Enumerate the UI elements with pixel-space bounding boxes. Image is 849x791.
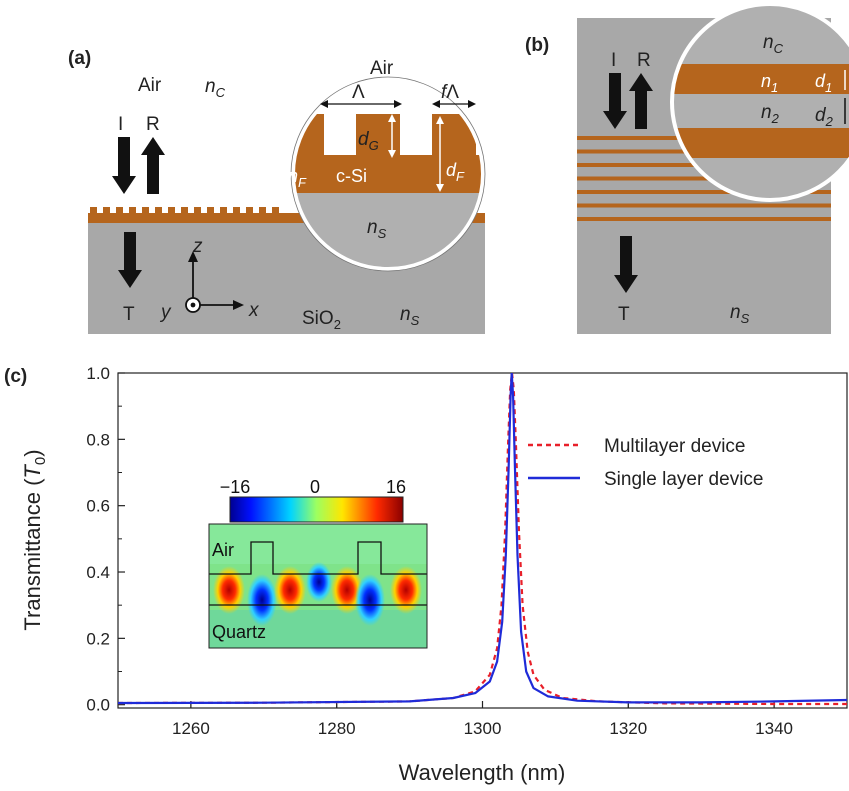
field-lobes xyxy=(213,562,422,626)
reflected-arrow-icon xyxy=(141,137,165,194)
grating-outline xyxy=(209,541,427,575)
grating-tooth xyxy=(220,207,227,214)
series-single-layer-line xyxy=(118,373,847,705)
colorbar-min-label: −16 xyxy=(220,477,251,497)
b-transmitted-label: T xyxy=(618,304,630,325)
stack-layer xyxy=(577,176,831,181)
panel-a: (a) Air nC I R T z y x SiO2 nS xyxy=(68,48,486,334)
film-material-label: c-Si xyxy=(336,166,367,186)
y-tick-label: 0.0 xyxy=(86,696,110,715)
y-tick-label: 0.8 xyxy=(86,430,110,449)
y-tick-label: 0.6 xyxy=(86,497,110,516)
transmitted-label: T xyxy=(123,304,135,325)
field-inset: −16 0 16 Air Quartz xyxy=(208,477,428,649)
coordinate-axes: z y x xyxy=(159,236,260,323)
df-label: dF xyxy=(446,160,465,184)
colorbar-mid-label: 0 xyxy=(310,477,320,497)
x-tick-label: 1260 xyxy=(172,719,210,738)
y-tick-label: 0.4 xyxy=(86,563,110,582)
grating-tooth xyxy=(259,207,266,214)
n1-label: n1 xyxy=(761,71,778,95)
zoom-air-label: Air xyxy=(370,58,394,79)
colorbar xyxy=(229,496,404,523)
panel-c: (c) 1260 1280 1300 1320 1340 0.0 0.2 0.4 0.6 0.8… xyxy=(4,364,848,785)
y-axis-label: y xyxy=(159,302,172,323)
legend-single-label: Single layer device xyxy=(604,469,763,490)
air-label: Air xyxy=(138,75,162,96)
x-tick-label: 1340 xyxy=(755,719,793,738)
x-axis-label: x xyxy=(248,300,260,321)
panel-b-label: (b) xyxy=(525,35,549,56)
x-tick-label: 1320 xyxy=(609,719,647,738)
x-tick-label: 1300 xyxy=(464,719,502,738)
y-axis-title: Transmittance (T0) xyxy=(20,449,49,630)
y-tick-label: 0.2 xyxy=(86,629,110,648)
stack-layer xyxy=(577,203,831,208)
stack-layer xyxy=(577,190,831,194)
zoom-circle-b: nC n1 n2 d1 d2 xyxy=(670,2,849,202)
n2-label: n2 xyxy=(761,102,780,126)
inset-quartz-label: Quartz xyxy=(212,622,266,642)
panel-b: (b) I R T nS nC n1 n2 d1 d2 xyxy=(525,2,849,334)
grating-tooth xyxy=(168,207,175,214)
grating-tooth xyxy=(194,207,201,214)
legend-multilayer-label: Multilayer device xyxy=(604,436,746,457)
period-arrow-right-icon xyxy=(394,100,402,108)
silicon-film xyxy=(88,213,485,223)
period-label: Λ xyxy=(352,82,365,103)
series-layer xyxy=(118,373,847,706)
b-incident-label: I xyxy=(611,50,616,71)
d1-label: d1 xyxy=(815,71,832,95)
period-arrow-left-icon xyxy=(320,100,328,108)
colorbar-max-label: 16 xyxy=(386,477,406,497)
incident-arrow-icon xyxy=(112,137,136,194)
b-transmitted-arrow-icon xyxy=(614,236,638,293)
panel-c-label: (c) xyxy=(4,366,27,387)
grating-tooth xyxy=(116,207,123,214)
zoom-nc-label: nC xyxy=(763,32,784,56)
dg-label: dG xyxy=(358,129,379,153)
grating-tooth xyxy=(90,207,97,214)
x-axis-title: Wavelength (nm) xyxy=(399,760,566,785)
b-reflected-label: R xyxy=(637,50,651,71)
fill-factor-label: fΛ xyxy=(441,82,459,103)
nc-label: nC xyxy=(205,76,226,100)
d2-label: d2 xyxy=(815,105,834,129)
b-ns-label: nS xyxy=(730,302,750,326)
series-multilayer-line xyxy=(118,373,847,706)
grating-tooth xyxy=(233,207,240,214)
panel-a-label: (a) xyxy=(68,48,91,69)
incident-label: I xyxy=(118,114,123,135)
b-incident-arrow-icon xyxy=(603,73,627,129)
grating-tooth xyxy=(272,207,279,214)
x-arrow-icon xyxy=(233,300,244,310)
grating-tooth xyxy=(246,207,253,214)
transmitted-arrow-icon xyxy=(118,232,142,288)
grating-tooth xyxy=(155,207,162,214)
grating-tooth xyxy=(103,207,110,214)
grating-tooth xyxy=(207,207,214,214)
substrate-label: SiO2 xyxy=(302,308,341,332)
legend: Multilayer device Single layer device xyxy=(528,436,763,490)
grating-tooth xyxy=(129,207,136,214)
nf-label: nF xyxy=(288,166,307,190)
z-arrow-icon xyxy=(188,251,198,262)
stack-layer xyxy=(577,217,831,221)
z-axis-label: z xyxy=(192,236,203,257)
x-axis-ticks: 1260 1280 1300 1320 1340 xyxy=(172,701,793,738)
ns-label: nS xyxy=(400,304,420,328)
grating-tooth xyxy=(181,207,188,214)
inset-air-label: Air xyxy=(212,540,234,560)
x-tick-label: 1280 xyxy=(318,719,356,738)
y-tick-label: 1.0 xyxy=(86,364,110,383)
reflected-label: R xyxy=(146,114,160,135)
grating-tooth xyxy=(142,207,149,214)
zoom-ns-label: nS xyxy=(367,217,387,241)
y-axis-ticks: 0.0 0.2 0.4 0.6 0.8 1.0 xyxy=(86,364,125,715)
grating-teeth xyxy=(90,207,279,214)
b-reflected-arrow-icon xyxy=(629,73,653,129)
